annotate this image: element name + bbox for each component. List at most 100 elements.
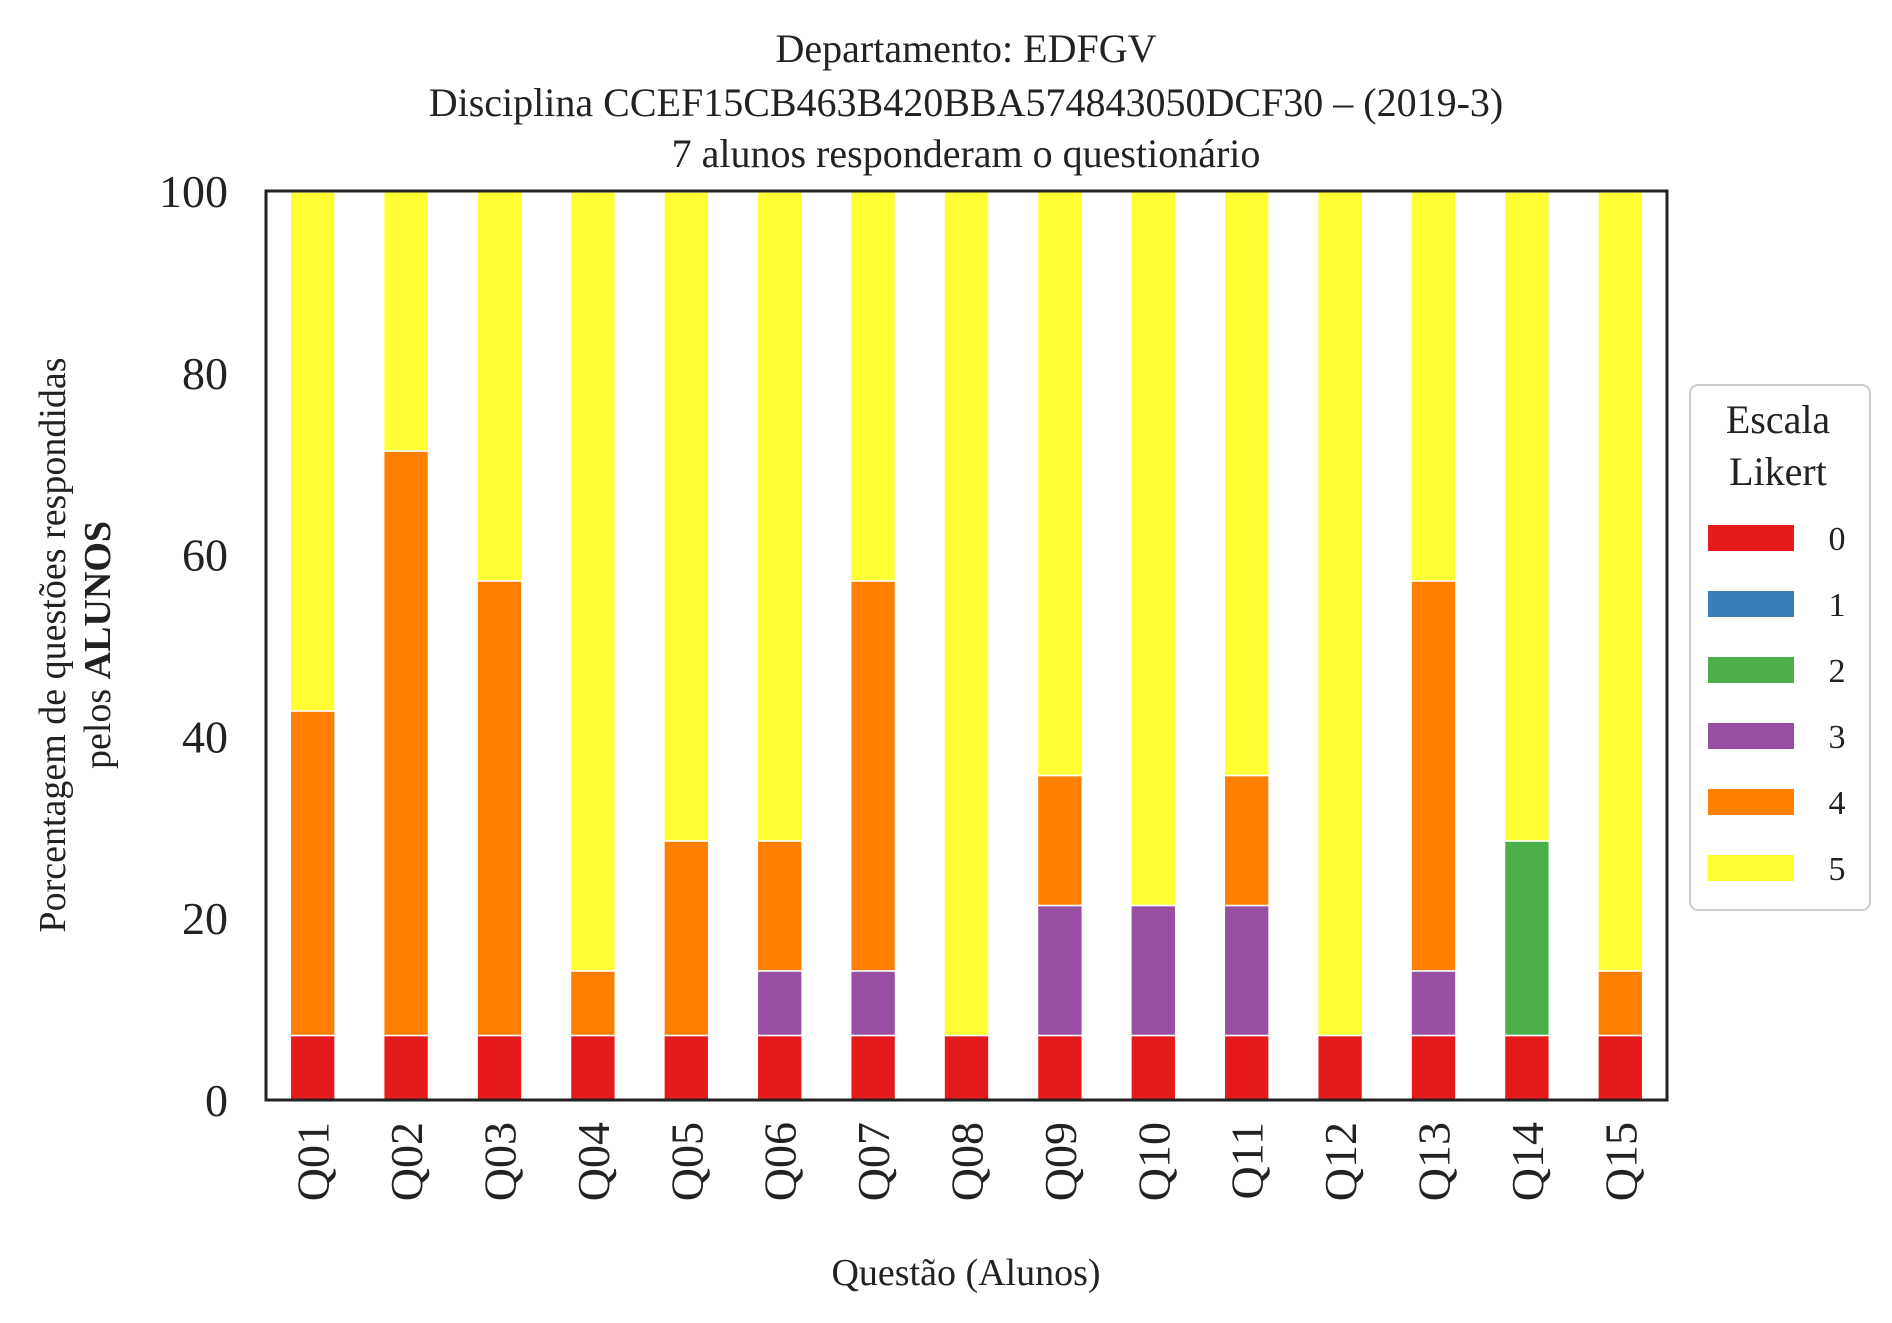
x-tick-label-q09: Q09: [1035, 1122, 1086, 1201]
bar-segment-q13-level-3: [1410, 970, 1457, 1037]
bar-segment-q11-level-0: [1223, 1034, 1270, 1101]
legend-label-level-2: 2: [1829, 653, 1846, 690]
legend-items: 0 1 2 3 4 5: [1708, 521, 1846, 888]
legend-label-level-5: 5: [1829, 851, 1846, 888]
bar-segment-q15-level-4: [1597, 970, 1644, 1037]
x-tick-label-q10: Q10: [1128, 1122, 1179, 1201]
chart-title-line-3: 7 alunos responderam o questionário: [672, 131, 1261, 176]
legend-label-level-3: 3: [1829, 719, 1846, 756]
x-tick-label-q01: Q01: [288, 1122, 339, 1201]
bar-segment-q09-level-0: [1036, 1034, 1084, 1101]
legend-swatch-level-3: [1708, 723, 1794, 749]
bar-segment-q12-level-5: [1316, 190, 1364, 1037]
bar-segment-q13-level-5: [1410, 190, 1457, 582]
bar-segment-q03-level-4: [476, 580, 523, 1037]
bar-segment-q02-level-0: [382, 1034, 430, 1101]
legend-label-level-0: 0: [1829, 521, 1846, 558]
x-axis-ticks: Q01 Q02 Q03 Q04 Q05 Q06 Q07 Q08 Q09 Q10 Q11 Q12 Q13 Q…: [288, 1122, 1647, 1201]
legend-title-line-1: Escala: [1726, 397, 1831, 442]
x-tick-label-q12: Q12: [1315, 1122, 1366, 1201]
bar-segment-q10-level-0: [1130, 1034, 1177, 1101]
bar-segment-q09-level-3: [1036, 904, 1084, 1037]
x-tick-label-q04: Q04: [568, 1122, 619, 1201]
y-axis-label-bold: ALUNOS: [77, 521, 119, 679]
bar-segment-q07-level-5: [849, 190, 897, 582]
legend-swatch-level-4: [1708, 789, 1794, 815]
bar-segment-q14-level-2: [1503, 840, 1551, 1037]
x-tick-label-q07: Q07: [848, 1122, 899, 1201]
bar-segment-q10-level-3: [1130, 904, 1177, 1037]
y-axis-label-line-2: pelos ALUNOS: [77, 521, 119, 769]
bar-segment-q06-level-4: [756, 840, 803, 972]
bar-segment-q02-level-4: [382, 450, 430, 1037]
bar-segment-q13-level-0: [1410, 1034, 1457, 1101]
legend-swatch-level-2: [1708, 657, 1794, 683]
x-tick-label-q13: Q13: [1409, 1122, 1460, 1201]
x-tick-label-q02: Q02: [381, 1122, 432, 1201]
legend-swatch-level-5: [1708, 855, 1794, 881]
plot-frame: [264, 189, 1669, 1102]
x-tick-label-q08: Q08: [942, 1122, 993, 1201]
bar-segment-q09-level-4: [1036, 774, 1084, 907]
bar-segment-q08-level-0: [943, 1034, 990, 1101]
x-tick-label-q11: Q11: [1222, 1122, 1273, 1200]
bar-segment-q05-level-0: [663, 1034, 710, 1101]
bar-segment-q01-level-5: [289, 191, 336, 712]
x-tick-label-q15: Q15: [1595, 1122, 1646, 1201]
bar-segment-q01-level-4: [289, 710, 336, 1037]
chart-title-line-1: Departamento: EDFGV: [775, 26, 1156, 71]
bar-segment-q09-level-5: [1036, 190, 1084, 777]
chart-title-line-2: Disciplina CCEF15CB463B420BBA574843050DC…: [429, 80, 1504, 125]
bar-segment-q08-level-5: [943, 190, 990, 1037]
legend-swatch-level-0: [1708, 525, 1794, 551]
bar-segment-q07-level-4: [849, 580, 897, 972]
bar-segment-q04-level-0: [569, 1034, 617, 1101]
bar-segment-q10-level-5: [1130, 190, 1177, 907]
bar-segment-q12-level-0: [1316, 1034, 1364, 1101]
y-tick-label-40: 40: [182, 711, 228, 762]
bar-segment-q06-level-0: [756, 1034, 803, 1101]
y-tick-label-20: 20: [182, 893, 228, 944]
bar-segment-q14-level-5: [1503, 191, 1551, 842]
bar-segment-q05-level-4: [663, 840, 710, 1037]
y-tick-label-100: 100: [159, 166, 228, 217]
bar-segment-q11-level-5: [1223, 190, 1270, 777]
bars-layer: [289, 190, 1644, 1101]
y-tick-label-80: 80: [182, 348, 228, 399]
legend-label-level-1: 1: [1829, 587, 1846, 624]
x-axis-label: Questão (Alunos): [831, 1252, 1100, 1294]
bar-segment-q15-level-0: [1597, 1034, 1644, 1101]
bar-segment-q02-level-5: [382, 190, 430, 452]
bar-segment-q15-level-5: [1597, 191, 1644, 972]
chart-title: Departamento: EDFGV Disciplina CCEF15CB4…: [429, 26, 1504, 176]
bar-segment-q11-level-4: [1223, 774, 1270, 907]
bar-segment-q03-level-5: [476, 190, 523, 582]
legend: Escala Likert 0 1 2 3 4 5: [1689, 384, 1871, 911]
x-tick-label-q05: Q05: [661, 1122, 712, 1201]
bar-segment-q06-level-3: [756, 970, 803, 1037]
legend-box: [1689, 384, 1871, 911]
bar-segment-q07-level-0: [849, 1034, 897, 1101]
x-tick-label-q06: Q06: [755, 1122, 806, 1201]
bar-segment-q03-level-0: [476, 1034, 523, 1101]
bar-segment-q14-level-0: [1503, 1034, 1551, 1101]
y-axis-label-line-1: Porcentagem de questões respondidas: [32, 357, 74, 932]
y-axis-label-prefix: pelos: [77, 679, 119, 769]
x-tick-label-q14: Q14: [1502, 1122, 1553, 1201]
bar-segment-q06-level-5: [756, 191, 803, 842]
y-axis-label: Porcentagem de questões respondidas pelo…: [32, 357, 119, 932]
y-tick-label-60: 60: [182, 530, 228, 581]
legend-swatch-level-1: [1708, 591, 1794, 617]
x-tick-label-q03: Q03: [475, 1122, 526, 1201]
bar-segment-q11-level-3: [1223, 904, 1270, 1037]
bar-segment-q01-level-0: [289, 1034, 336, 1101]
legend-label-level-4: 4: [1829, 785, 1846, 822]
bar-segment-q13-level-4: [1410, 580, 1457, 972]
bar-segment-q07-level-3: [849, 970, 897, 1037]
bar-segment-q05-level-5: [663, 191, 710, 842]
y-axis-ticks: 0 20 40 60 80 100: [159, 166, 228, 1126]
y-tick-label-0: 0: [205, 1075, 228, 1126]
legend-title-line-2: Likert: [1729, 449, 1827, 494]
bar-segment-q04-level-5: [569, 191, 617, 972]
